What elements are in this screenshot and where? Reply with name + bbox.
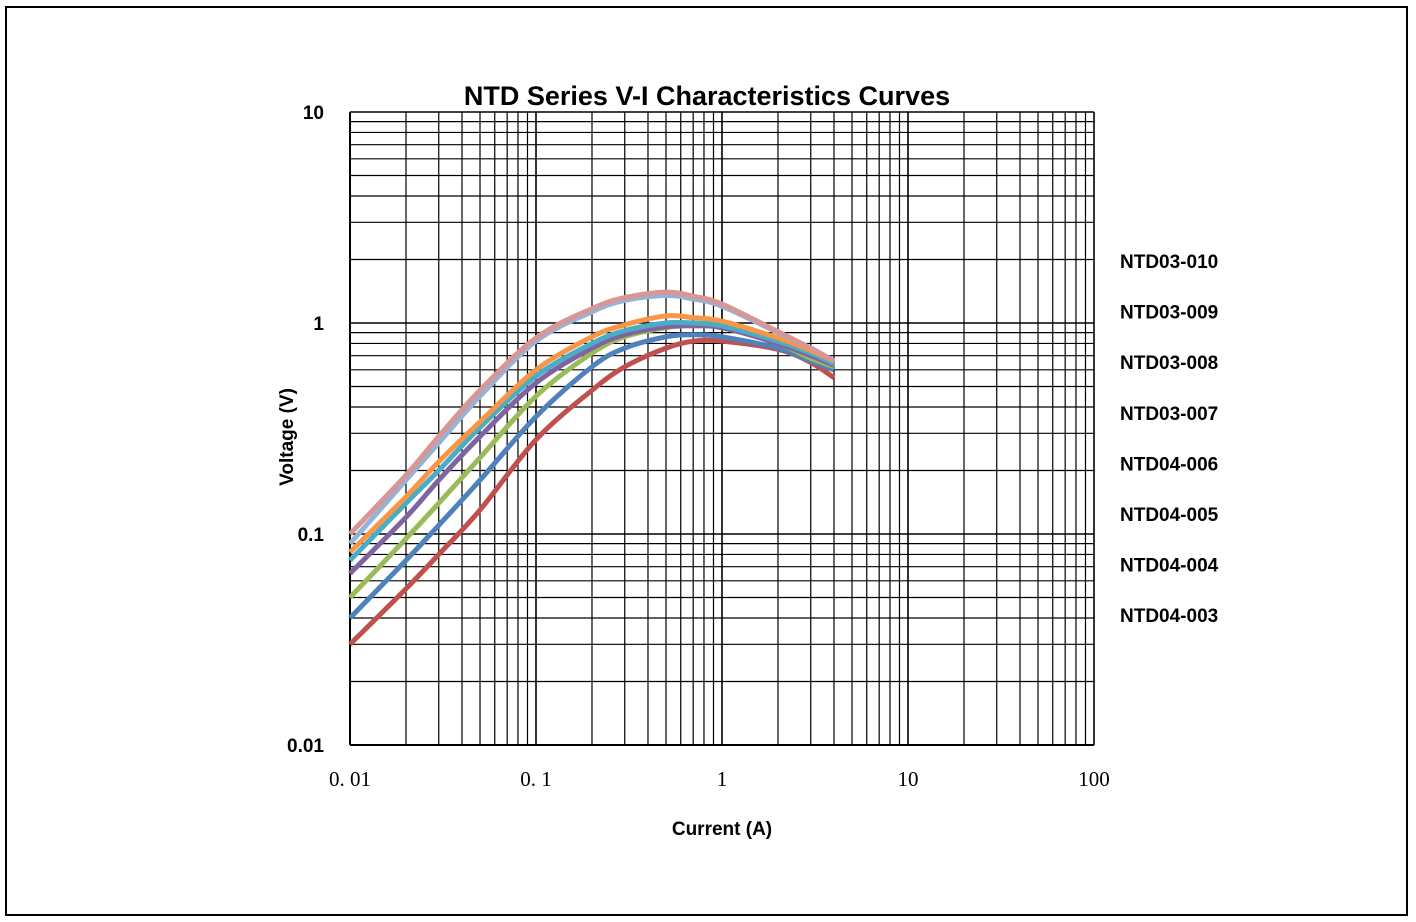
y-axis-label: Voltage (V)	[277, 388, 298, 486]
series-line	[348, 313, 836, 554]
series-lines	[348, 289, 836, 647]
legend-label: NTD04-006	[1120, 454, 1218, 475]
legend-label: NTD04-003	[1120, 606, 1218, 627]
gridlines	[349, 111, 1095, 746]
x-tick-label: 1	[717, 767, 728, 791]
y-tick-label: 10	[303, 103, 324, 124]
legend-label: NTD04-004	[1120, 556, 1219, 577]
y-tick-labels: 10 1 0.1 0.01	[287, 103, 324, 757]
series-line	[348, 332, 835, 620]
x-axis-label: Current (A)	[672, 819, 772, 840]
x-tick-labels: 0. 01 0. 1 1 10 100	[329, 767, 1110, 791]
y-tick-label: 0.1	[298, 525, 325, 546]
y-tick-label: 1	[313, 314, 324, 335]
x-tick-label: 100	[1078, 767, 1110, 791]
x-tick-label: 10	[898, 767, 919, 791]
chart-frame	[5, 6, 1408, 916]
legend-label: NTD03-010	[1120, 252, 1218, 273]
y-tick-label: 0.01	[287, 736, 324, 757]
series-line	[348, 319, 836, 563]
legend-label: NTD04-005	[1120, 505, 1219, 526]
legend-label: NTD03-008	[1120, 353, 1218, 374]
legend-label: NTD03-009	[1120, 303, 1218, 324]
legend: NTD03-010 NTD03-009 NTD03-008 NTD03-007 NTD0…	[1120, 252, 1219, 627]
chart-title: NTD Series V-I Characteristics Curves	[464, 81, 950, 111]
legend-label: NTD03-007	[1120, 404, 1218, 425]
x-tick-label: 0. 01	[329, 767, 371, 791]
x-tick-label: 0. 1	[520, 767, 552, 791]
series-line	[348, 289, 836, 536]
